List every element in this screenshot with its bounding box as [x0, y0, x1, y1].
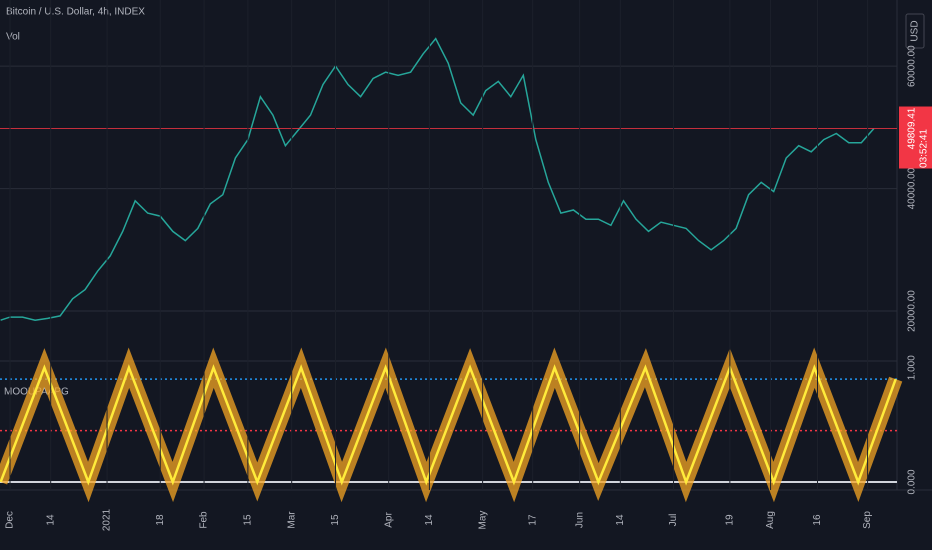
x-tick-label: Aug: [765, 511, 776, 529]
y-tick-label: 0.000: [907, 469, 918, 494]
x-tick-label: 14: [45, 514, 56, 526]
series-line: [0, 364, 897, 486]
series-line: [0, 37, 875, 321]
last-price-label: 49809.41: [907, 107, 918, 149]
y-tick-label: 1.000: [907, 355, 918, 380]
currency[interactable]: USD: [910, 20, 921, 41]
currency-box[interactable]: [905, 13, 925, 49]
x-tick-label: 17: [527, 514, 538, 526]
x-tick-label: 19: [725, 514, 736, 526]
x-tick-label: May: [477, 511, 488, 530]
x-tick-label: Sep: [862, 511, 873, 529]
y-tick-label: 40000.00: [907, 167, 918, 209]
x-tick-label: 15: [243, 514, 254, 526]
x-tick-label: 15: [330, 514, 341, 526]
x-tick-label: 14: [615, 514, 626, 526]
y-tick-label: 60000.00: [907, 45, 918, 87]
x-tick-label: Jun: [574, 512, 585, 528]
x-tick-label: Dec: [5, 511, 16, 529]
countdown-label: 03:52:41: [919, 129, 930, 168]
x-tick-label: 18: [155, 514, 166, 526]
price-pane: 20000.00 40000.00 60000.00 49809.41 03:52:41: [0, 37, 932, 332]
symbol-title: Bitcoin / U.S. Dollar, 4h, INDEX: [6, 7, 145, 18]
price-label-box: [899, 106, 932, 169]
volume-label: Vol: [6, 32, 20, 43]
y-tick-label: 20000.00: [907, 290, 918, 332]
x-tick-label: Jul: [668, 514, 679, 527]
x-tick-label: 16: [812, 514, 823, 526]
x-tick-label: Mar: [286, 511, 297, 529]
x-tick-label: 2021: [102, 508, 113, 531]
x-tick-label: 14: [424, 514, 435, 526]
x-tick-label: Feb: [199, 511, 210, 529]
x-tick-label: Apr: [383, 512, 394, 528]
